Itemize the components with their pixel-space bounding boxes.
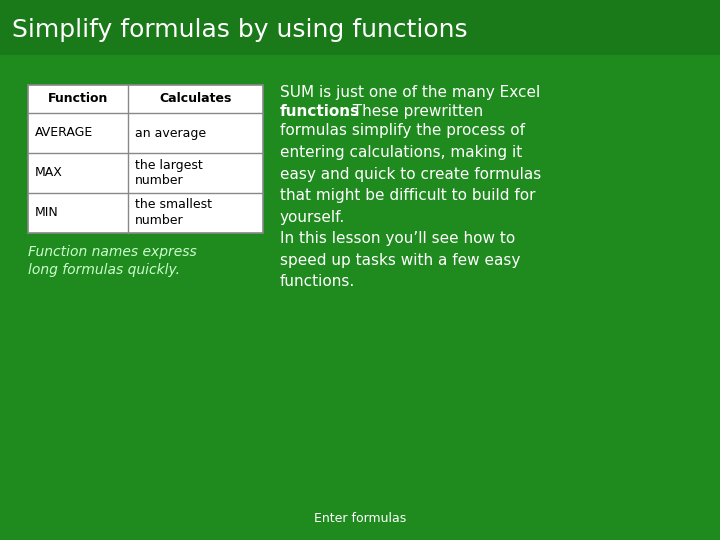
Text: Simplify formulas by using functions: Simplify formulas by using functions (12, 18, 467, 42)
Text: Function: Function (48, 92, 108, 105)
Text: the largest
number: the largest number (135, 159, 203, 187)
Text: an average: an average (135, 126, 206, 139)
Text: MAX: MAX (35, 166, 63, 179)
Bar (28, 85, 263, 233)
Text: functions: functions (280, 104, 360, 119)
Text: Calculates: Calculates (159, 92, 232, 105)
Text: SUM is just one of the many Excel: SUM is just one of the many Excel (280, 85, 540, 100)
Text: In this lesson you’ll see how to
speed up tasks with a few easy
functions.: In this lesson you’ll see how to speed u… (280, 231, 521, 289)
Text: the smallest
number: the smallest number (135, 199, 212, 227)
Bar (0, 0, 720, 55)
Text: . These prewritten: . These prewritten (343, 104, 483, 119)
Text: MIN: MIN (35, 206, 59, 219)
Text: Enter formulas: Enter formulas (314, 511, 406, 524)
Text: Function names express
long formulas quickly.: Function names express long formulas qui… (28, 245, 197, 278)
Text: AVERAGE: AVERAGE (35, 126, 94, 139)
Text: formulas simplify the process of
entering calculations, making it
easy and quick: formulas simplify the process of enterin… (280, 124, 541, 225)
